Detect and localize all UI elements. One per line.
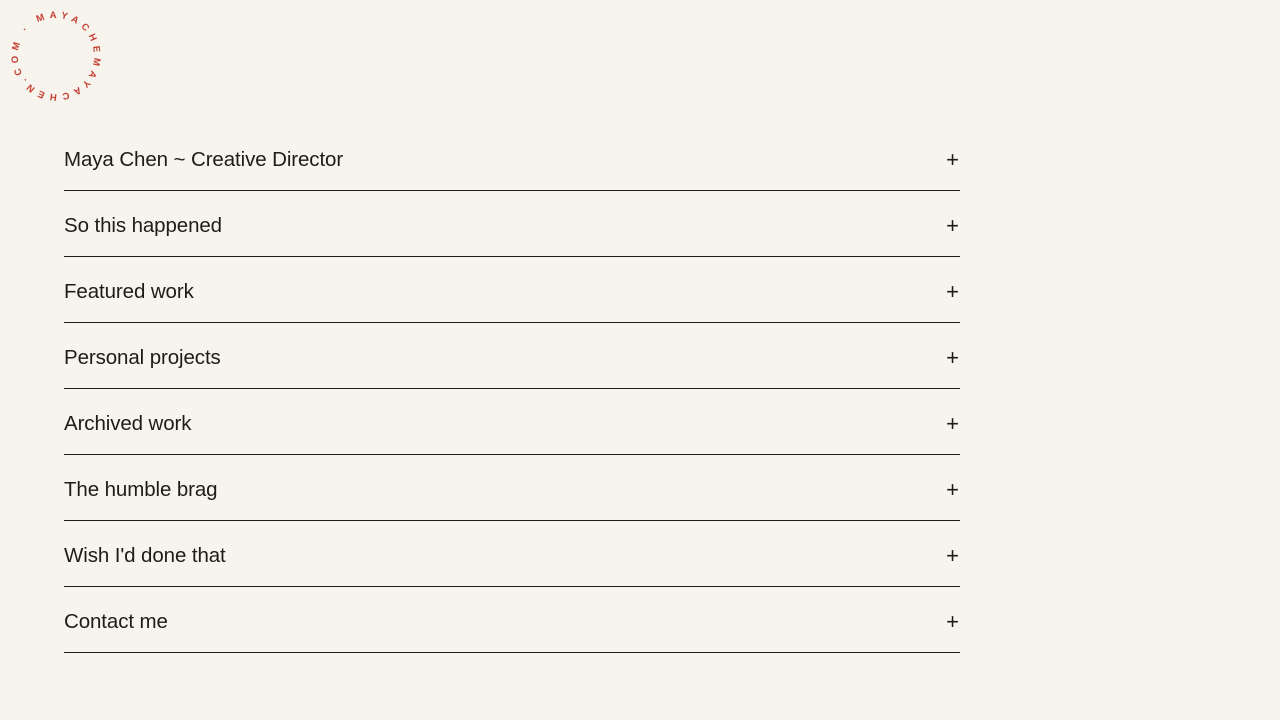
accordion-item[interactable]: Archived work +: [64, 389, 960, 455]
accordion-item-label: Wish I'd done that: [64, 543, 226, 567]
accordion-item-label: Contact me: [64, 609, 168, 633]
plus-icon[interactable]: +: [946, 213, 959, 238]
plus-icon[interactable]: +: [946, 345, 959, 370]
plus-icon[interactable]: +: [946, 609, 959, 634]
accordion-item[interactable]: Personal projects +: [64, 323, 960, 389]
plus-icon[interactable]: +: [946, 279, 959, 304]
plus-icon[interactable]: +: [946, 543, 959, 568]
accordion-item[interactable]: Maya Chen ~ Creative Director +: [64, 125, 960, 191]
plus-icon[interactable]: +: [946, 411, 959, 436]
accordion-item-label: Personal projects: [64, 345, 221, 369]
accordion-item[interactable]: Contact me +: [64, 587, 960, 653]
accordion-item[interactable]: Featured work +: [64, 257, 960, 323]
accordion-item[interactable]: Wish I'd done that +: [64, 521, 960, 587]
accordion-item-label: Maya Chen ~ Creative Director: [64, 147, 344, 171]
accordion-item[interactable]: The humble brag +: [64, 455, 960, 521]
accordion-item-label: Featured work: [64, 279, 194, 303]
site-logo[interactable]: · MAYACHEMAYACHEN.COM: [0, 0, 112, 112]
accordion-menu: Maya Chen ~ Creative Director + So this …: [64, 125, 960, 653]
accordion-item-label: Archived work: [64, 411, 192, 435]
accordion-item-label: So this happened: [64, 213, 222, 237]
plus-icon[interactable]: +: [946, 477, 959, 502]
logo-circular-text: · MAYACHEMAYACHEN.COM: [10, 10, 103, 103]
accordion-item-label: The humble brag: [64, 477, 218, 501]
accordion-item[interactable]: So this happened +: [64, 191, 960, 257]
plus-icon[interactable]: +: [946, 147, 959, 172]
